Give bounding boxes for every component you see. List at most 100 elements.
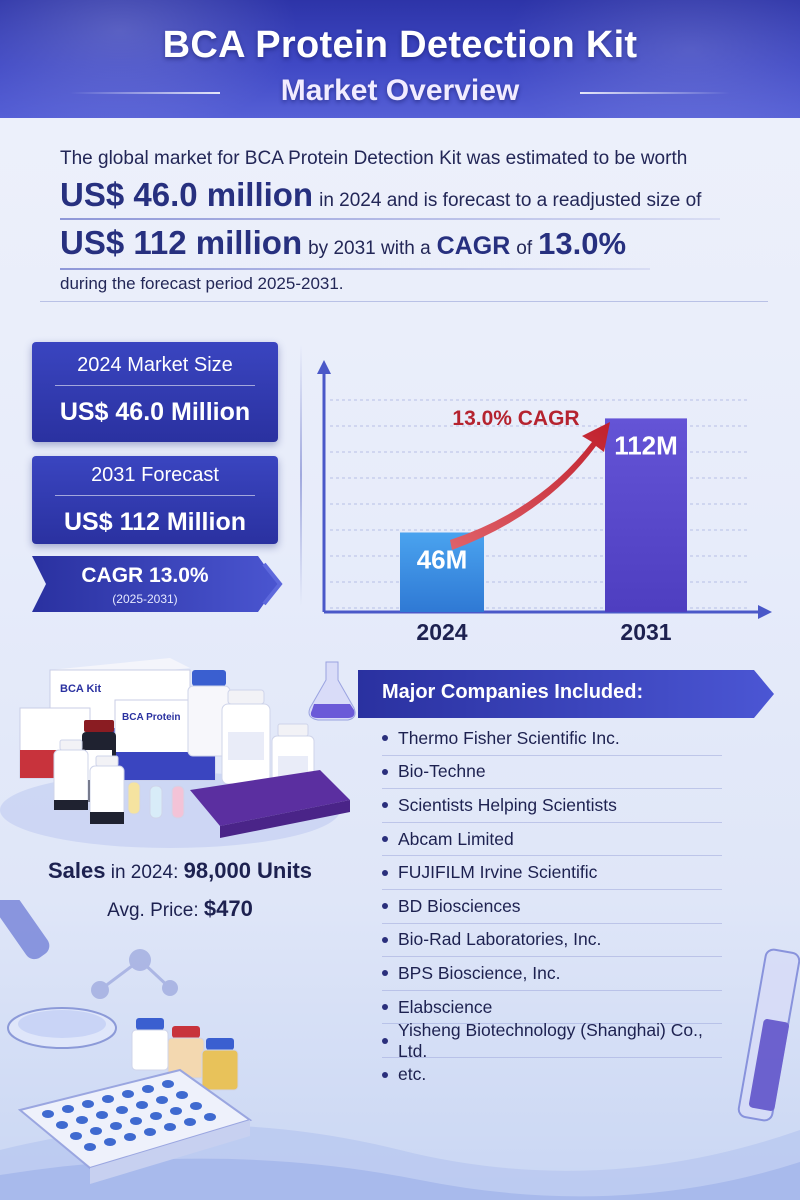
companies-banner-shape	[358, 670, 774, 718]
company-name: Yisheng Biotechnology (Shanghai) Co., Lt…	[398, 1019, 703, 1061]
company-list-item: etc.	[382, 1058, 722, 1092]
company-name: Elabscience	[398, 996, 493, 1017]
value-2024: US$ 46.0 million	[60, 176, 314, 213]
chart-bars	[400, 418, 687, 612]
company-list-item: Scientists Helping Scientists	[382, 789, 722, 823]
molecule-icon	[91, 949, 178, 999]
plate-well	[144, 1128, 156, 1136]
summary-line-3: US$ 112 million by 2031 with a CAGR of 1…	[60, 224, 626, 262]
chart-axes	[317, 360, 772, 619]
plate-well	[136, 1101, 148, 1109]
cagr-banner-period: (2025-2031)	[112, 592, 178, 606]
card-label: 2024 Market Size	[77, 354, 233, 376]
plate-well	[124, 1133, 136, 1141]
card-divider	[55, 385, 255, 386]
plate-well	[176, 1091, 188, 1099]
y-axis-arrow	[317, 360, 331, 374]
summary-line-3-text: by 2031 with a	[308, 238, 431, 259]
bottom-decoration	[0, 900, 800, 1200]
plate-well	[150, 1112, 162, 1120]
plate-well	[84, 1143, 96, 1151]
test-tube-icon	[127, 781, 185, 819]
plate-well	[204, 1113, 216, 1121]
plate-well	[56, 1121, 68, 1129]
price-value: $470	[203, 896, 253, 921]
reagent-bottle-icon	[131, 1018, 169, 1071]
company-list-item: Thermo Fisher Scientific Inc.	[382, 722, 722, 756]
growth-arrow-shape	[450, 422, 610, 550]
tube-rack-icon	[190, 770, 350, 838]
bullet-icon	[382, 735, 388, 742]
bar-2031	[605, 418, 687, 612]
forecast-2031-card: 2031 Forecast US$ 112 Million	[32, 456, 278, 544]
bullet-icon	[382, 903, 388, 910]
reagent-bottle-icon	[201, 1038, 239, 1091]
company-name: FUJIFILM Irvine Scientific	[398, 862, 598, 883]
bullet-icon	[382, 869, 388, 876]
company-name: etc.	[398, 1064, 427, 1085]
cagr-value: 13.0%	[538, 226, 627, 261]
plate-well	[130, 1117, 142, 1125]
x-tick-label: 2031	[620, 619, 671, 645]
bullet-icon	[382, 768, 388, 775]
bullet-icon	[382, 1037, 388, 1044]
reagent-bottle-icon	[167, 1026, 205, 1079]
plate-well	[190, 1102, 202, 1110]
microplate-icon	[17, 1068, 253, 1184]
card-value: US$ 46.0 Million	[59, 398, 251, 426]
plate-well	[102, 1095, 114, 1103]
plate-well	[42, 1110, 54, 1118]
banner-arrow-shape	[32, 556, 283, 612]
companies-banner: Major Companies Included:	[358, 670, 774, 718]
company-name: BD Biosciences	[398, 895, 521, 916]
sales-mid: in 2024:	[110, 862, 179, 883]
summary-rule	[60, 218, 720, 220]
sales-prefix: Sales	[47, 858, 106, 883]
bar-2024	[400, 532, 484, 612]
petri-dish-icon	[7, 1007, 117, 1049]
plate-well	[110, 1122, 122, 1130]
reagent-bottle-icon	[89, 755, 125, 825]
bullet-icon	[382, 1071, 388, 1078]
plate-well	[164, 1123, 176, 1131]
reagent-bottle-icon	[187, 670, 231, 757]
bullet-icon	[382, 802, 388, 809]
bullet-icon	[382, 836, 388, 843]
market-bar-chart: 13.0% CAGR 46M 2024 112M 2031	[317, 360, 772, 645]
value-2031: US$ 112 million	[60, 224, 303, 261]
bullet-icon	[382, 936, 388, 943]
company-name: Scientists Helping Scientists	[398, 794, 617, 815]
bar-value-label: 112M	[614, 430, 678, 460]
bar-value-label: 46M	[417, 544, 468, 574]
cagr-banner-label: CAGR 13.0%	[81, 564, 209, 587]
companies-list: Thermo Fisher Scientific Inc. Bio-Techne S…	[382, 722, 782, 1092]
kit-box-label: BCA Kit	[60, 683, 101, 695]
market-summary: The global market for BCA Protein Detect…	[40, 132, 768, 302]
price-label: Avg. Price:	[107, 900, 199, 921]
cagr-annotation: 13.0% CAGR	[452, 407, 579, 430]
bullet-icon	[382, 1004, 388, 1011]
company-name: BPS Bioscience, Inc.	[398, 962, 561, 983]
kit-box-front-label: BCA Protein	[122, 712, 181, 723]
company-list-item: Bio-Techne	[382, 756, 722, 790]
sales-value: 98,000 Units	[183, 858, 313, 883]
sales-2024: Sales in 2024: 98,000 Units	[30, 858, 330, 884]
flask-icon	[308, 661, 356, 721]
pipette-icon	[0, 900, 50, 960]
company-name: Bio-Rad Laboratories, Inc.	[398, 929, 602, 950]
card-divider	[55, 495, 255, 496]
page-title: BCA Protein Detection Kit	[162, 24, 638, 66]
plate-well	[90, 1127, 102, 1135]
company-list-item: Elabscience	[382, 991, 722, 1025]
plate-well	[104, 1138, 116, 1146]
summary-line-4: during the forecast period 2025-2031.	[60, 274, 344, 293]
title-rule-left	[70, 92, 220, 94]
plate-well	[82, 1100, 94, 1108]
title-rule-right	[580, 92, 730, 94]
company-name: Bio-Techne	[398, 761, 486, 782]
product-illustration: BCA Kit BCA Protein	[0, 658, 356, 848]
plate-well	[162, 1080, 174, 1088]
summary-line-2-text: in 2024 and is forecast to a readjusted …	[319, 190, 702, 211]
company-list-item: BD Biosciences	[382, 890, 722, 924]
plate-well	[116, 1106, 128, 1114]
